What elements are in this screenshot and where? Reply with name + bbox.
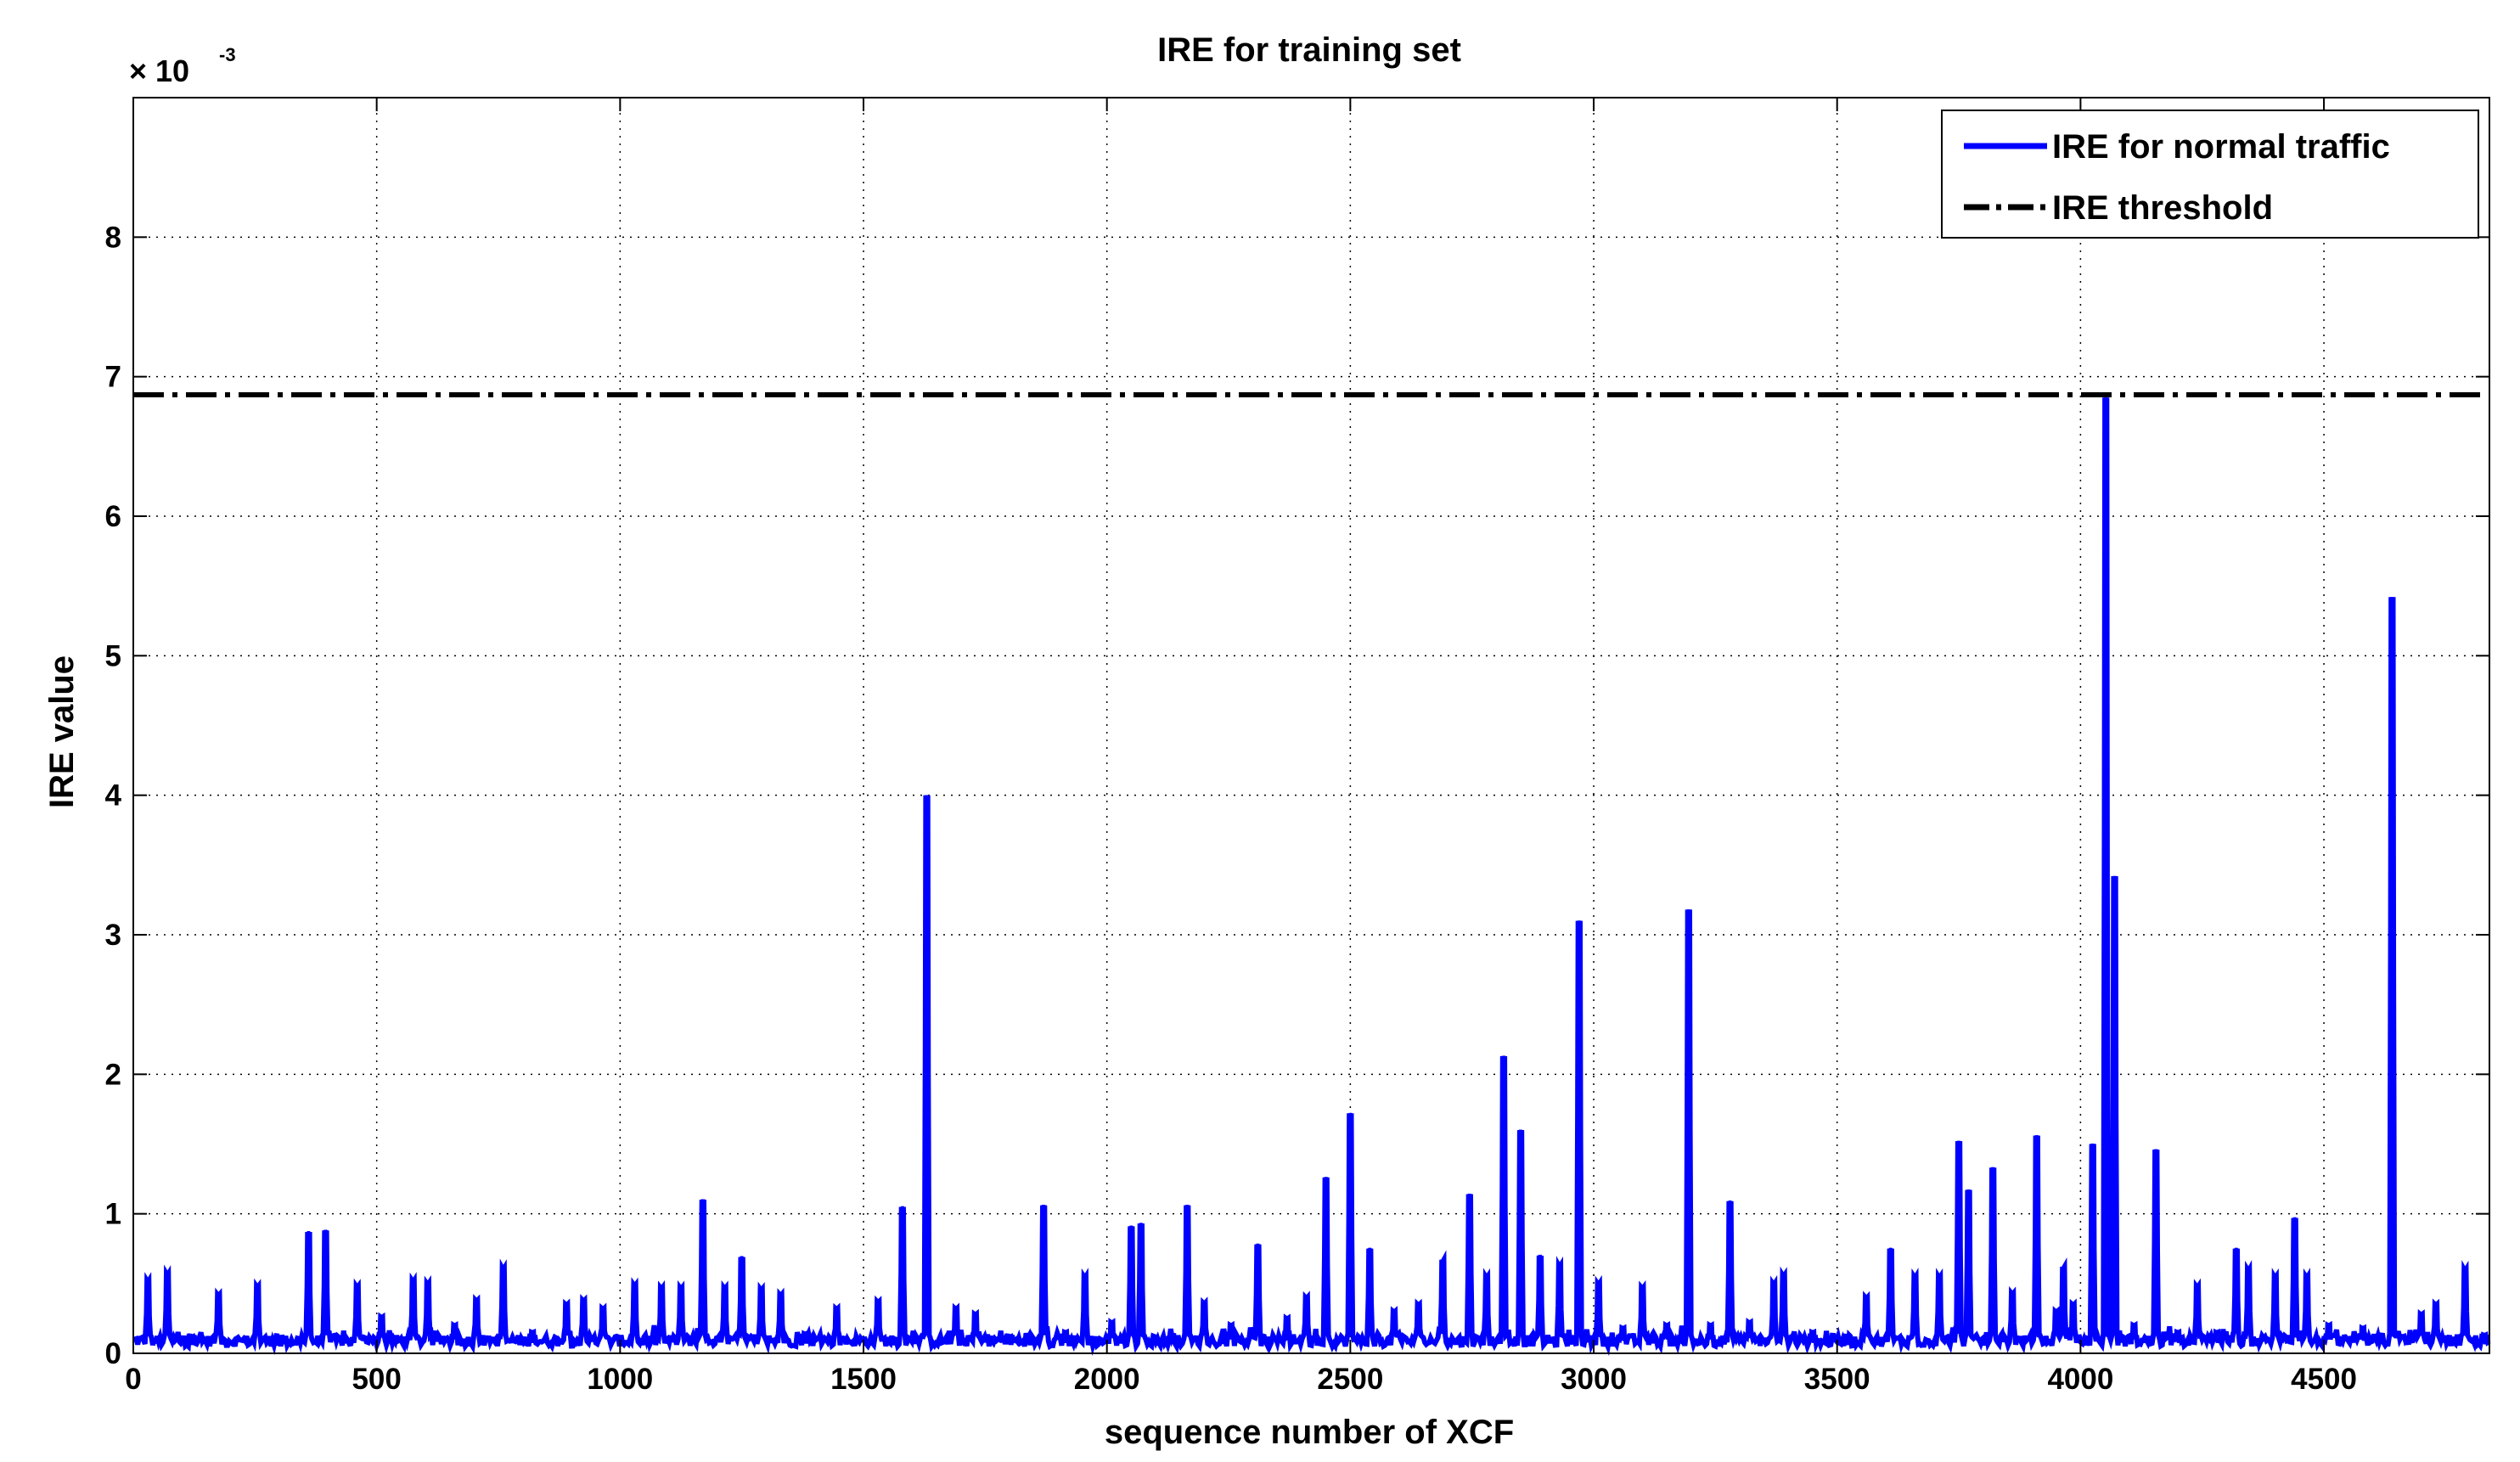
y-tick-label: 0: [105, 1337, 121, 1370]
series-line-ire-normal: [132, 397, 2491, 1357]
y-tick-label: 4: [105, 779, 122, 813]
x-tick-label: 1000: [587, 1363, 653, 1396]
chart-title: IRE for training set: [1157, 31, 1461, 69]
y-multiplier-base: × 10: [129, 53, 189, 88]
y-tick-label: 7: [105, 361, 121, 394]
y-tick-label: 8: [105, 221, 121, 254]
x-tick-label: 4000: [2047, 1363, 2113, 1396]
x-tick-label: 3000: [1561, 1363, 1627, 1396]
x-axis-title: sequence number of XCF: [1105, 1414, 1514, 1451]
y-axis-multiplier: × 10 -3: [129, 44, 236, 88]
y-tick-label: 6: [105, 500, 121, 533]
x-tick-label: 3500: [1804, 1363, 1870, 1396]
x-tick-label: 2000: [1074, 1363, 1140, 1396]
ticks-layer: 0 500 1000 1500 2000 2500 3000 3500 4000 4500 0 1 2 3…: [105, 98, 2489, 1396]
y-multiplier-exponent: -3: [219, 44, 236, 65]
legend-label-ire-normal: IRE for normal traffic: [2052, 128, 2390, 166]
x-tick-label: 0: [125, 1363, 141, 1396]
series-layer: [132, 392, 2491, 1357]
legend-box: [1941, 110, 2479, 239]
y-tick-label: 3: [105, 919, 121, 952]
y-tick-label: 2: [105, 1058, 121, 1091]
plot-area-frame: [132, 97, 2490, 1354]
grid-layer: [133, 98, 2489, 1353]
x-tick-label: 1500: [830, 1363, 897, 1396]
legend-label-ire-threshold: IRE threshold: [2052, 189, 2273, 227]
x-tick-label: 2500: [1317, 1363, 1383, 1396]
y-tick-label: 5: [105, 639, 121, 672]
x-tick-label: 4500: [2291, 1363, 2357, 1396]
x-tick-label: 500: [352, 1363, 401, 1396]
legend: IRE for normal traffic IRE threshold: [1941, 110, 2479, 239]
y-axis-title: IRE value: [43, 655, 81, 808]
y-tick-label: 1: [105, 1198, 121, 1231]
